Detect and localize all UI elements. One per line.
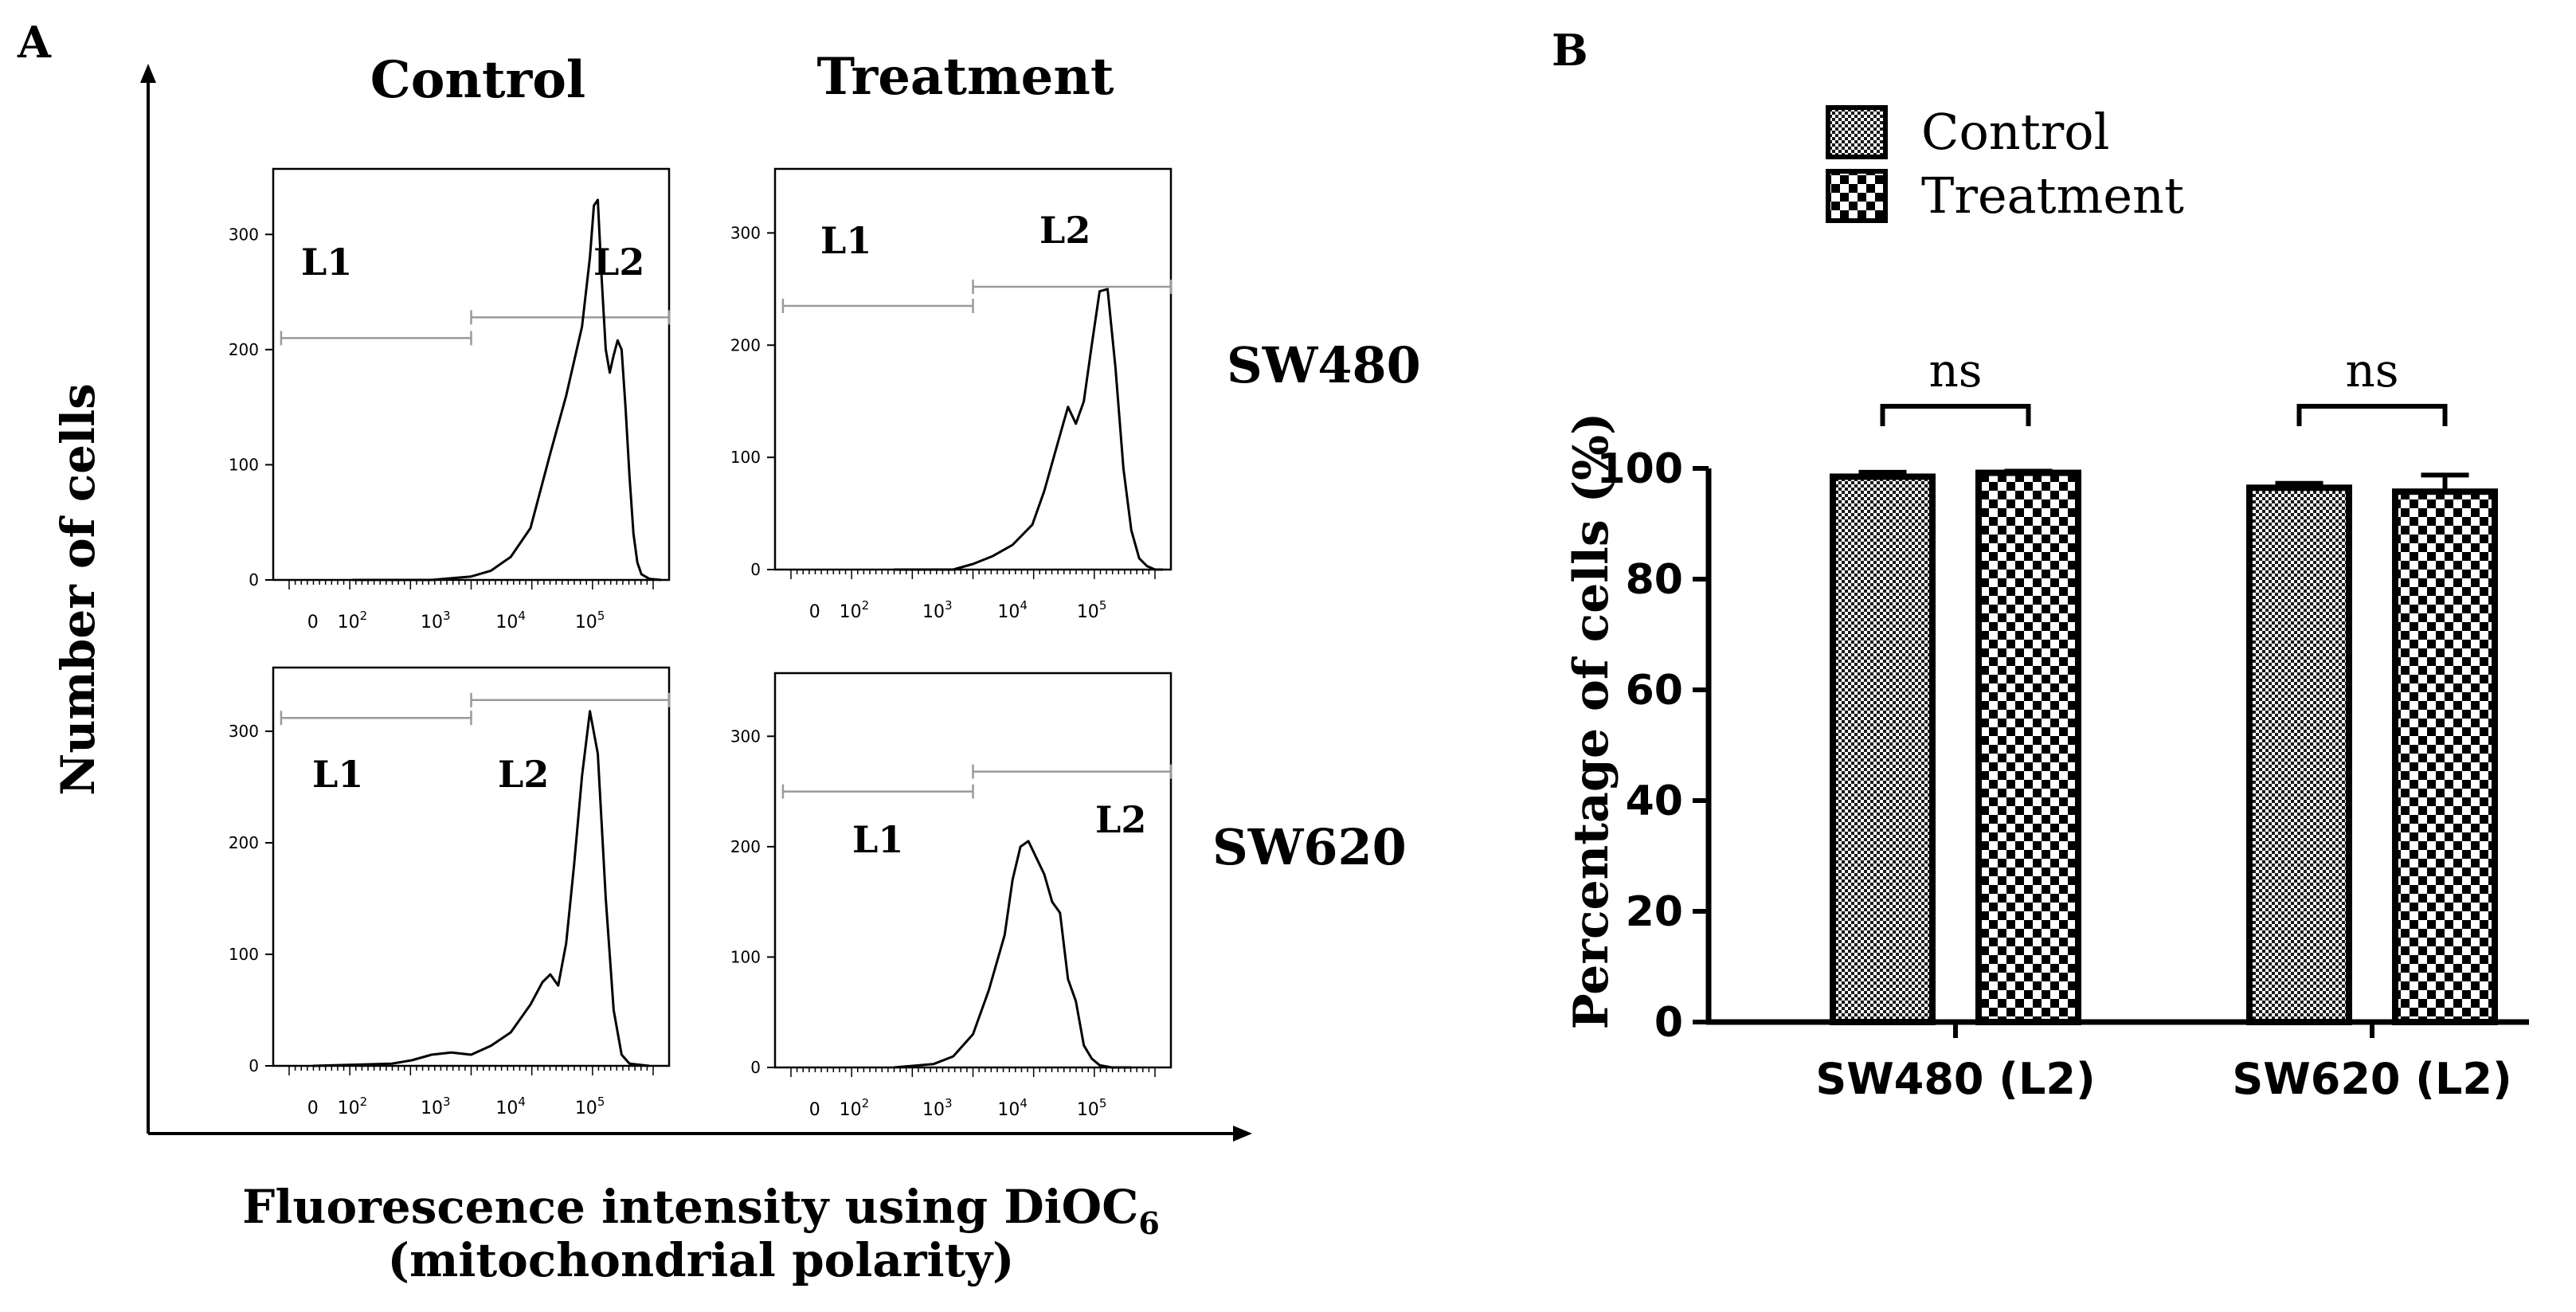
x-tick-label: 103	[922, 598, 953, 622]
legend-label-treatment: Treatment	[1921, 166, 2184, 225]
bar-y-tick-label: 0	[1654, 999, 1683, 1047]
plot-frame	[272, 666, 671, 1067]
panel-a-x-axis-title-line2: (mitochondrial polarity)	[388, 1233, 1015, 1287]
histogram-curve	[352, 198, 662, 582]
x-tick-label: 102	[338, 609, 368, 633]
gate-label-l1: L1	[820, 219, 871, 262]
gate-label-l1: L1	[301, 241, 352, 284]
column-header-treatment: Treatment	[817, 47, 1114, 107]
y-tick-label: 200	[229, 833, 259, 852]
x-tick-label: 0	[809, 1100, 820, 1120]
x-tick-label: 105	[575, 609, 605, 633]
panel-a-y-axis-title: Number of cells	[51, 383, 105, 796]
y-tick-label: 100	[730, 947, 761, 966]
y-tick-label: 200	[229, 340, 259, 359]
bar-y-axis-title: Percentage of cells (%)	[1564, 413, 1619, 1030]
bar-y-tick-label: 20	[1626, 888, 1683, 936]
x-tick-label: 105	[1077, 598, 1107, 622]
x-axis-title-subscript: 6	[1138, 1205, 1159, 1241]
histogram-control-sw620: 0 100 200 300 0 102 103 104 105 L1 L2	[229, 666, 671, 1118]
row-label-sw620: SW620	[1212, 818, 1407, 876]
x-tick-label: 103	[922, 1096, 953, 1120]
x-tick-label: 103	[421, 1095, 451, 1118]
gate-label-l1: L1	[312, 753, 363, 796]
bar-y-tick-label: 60	[1626, 667, 1683, 715]
significance-bracket	[2296, 404, 2448, 426]
bar-y-tick-label: 100	[1596, 445, 1683, 493]
x-tick-label: 102	[338, 1095, 368, 1118]
histogram-curve	[893, 840, 1132, 1069]
gate-label-l2: L2	[1039, 209, 1090, 252]
plot-frame	[272, 167, 671, 582]
histogram-treatment-sw480: 0 100 200 300 0 102 103 104 105 L1 L2	[730, 167, 1173, 622]
row-label-sw480: SW480	[1227, 336, 1421, 394]
y-tick-label: 100	[730, 448, 761, 467]
bar-treatment	[2392, 488, 2498, 1025]
panel-a-x-axis-title: Fluorescence intensity using DiOC6	[242, 1180, 1160, 1241]
bar-y-tick-label: 40	[1626, 777, 1683, 825]
legend-label-control: Control	[1921, 103, 2109, 161]
panel-a-frame	[140, 64, 1252, 1142]
x-tick-label: 0	[307, 613, 319, 633]
x-tick-label: 0	[809, 602, 820, 622]
y-tick-label: 300	[730, 726, 761, 746]
histogram-curve	[894, 288, 1164, 571]
histogram-treatment-sw620: 0 100 200 300 0 102 103 104 105 L1 L2	[730, 672, 1173, 1120]
legend: Control Treatment	[1826, 103, 2184, 225]
gate-label-l2: L2	[498, 753, 549, 796]
legend-swatch-control	[1826, 105, 1888, 159]
plot-frame	[773, 672, 1173, 1069]
y-tick-label: 0	[249, 570, 259, 589]
significance-label: ns	[1928, 343, 1982, 398]
bar-control	[1830, 473, 1936, 1025]
bar-chart: Control Treatment Percentage of cells (%…	[1564, 103, 2529, 1104]
y-tick-label: 0	[249, 1056, 259, 1075]
y-tick-label: 0	[750, 1058, 761, 1077]
y-tick-label: 200	[730, 335, 761, 354]
histogram-curve	[312, 710, 650, 1067]
x-tick-label: 0	[307, 1099, 319, 1118]
x-tick-label: 102	[840, 1096, 870, 1120]
y-tick-label: 100	[229, 945, 259, 964]
x-tick-label: 104	[495, 1095, 526, 1118]
x-tick-label: 102	[840, 598, 870, 622]
y-tick-label: 300	[229, 722, 259, 741]
x-tick-label: 103	[421, 609, 451, 633]
panel-b-label: B	[1552, 25, 1588, 76]
significance-bracket	[1880, 404, 2031, 426]
x-tick-label: 104	[997, 1096, 1028, 1120]
y-tick-label: 300	[229, 225, 259, 244]
significance-label: ns	[2345, 343, 2398, 398]
x-tick-label: 105	[1077, 1096, 1107, 1120]
y-tick-label: 200	[730, 837, 761, 856]
gate-label-l2: L2	[1095, 798, 1146, 841]
y-tick-label: 0	[750, 560, 761, 579]
x-tick-label: 105	[575, 1095, 605, 1118]
bar-control	[2246, 484, 2352, 1025]
category-label: SW480 (L2)	[1815, 1054, 2095, 1104]
bar-marks: 0 20 40 60 80 100 SW480 (L2) ns SW620 (L2) ns	[1596, 343, 2529, 1104]
legend-swatch-treatment	[1826, 169, 1888, 223]
y-tick-label: 300	[730, 223, 761, 242]
panel-a-label: A	[17, 17, 52, 68]
x-tick-label: 104	[495, 609, 526, 633]
x-tick-label: 104	[997, 598, 1028, 622]
bar-treatment	[1975, 469, 2081, 1025]
category-label: SW620 (L2)	[2232, 1054, 2511, 1104]
gate-label-l1: L1	[852, 818, 903, 861]
x-axis-title-line1: Fluorescence intensity using DiOC	[242, 1180, 1138, 1234]
column-header-control: Control	[370, 50, 585, 110]
bar-y-tick-label: 80	[1626, 556, 1683, 604]
y-tick-label: 100	[229, 455, 259, 474]
